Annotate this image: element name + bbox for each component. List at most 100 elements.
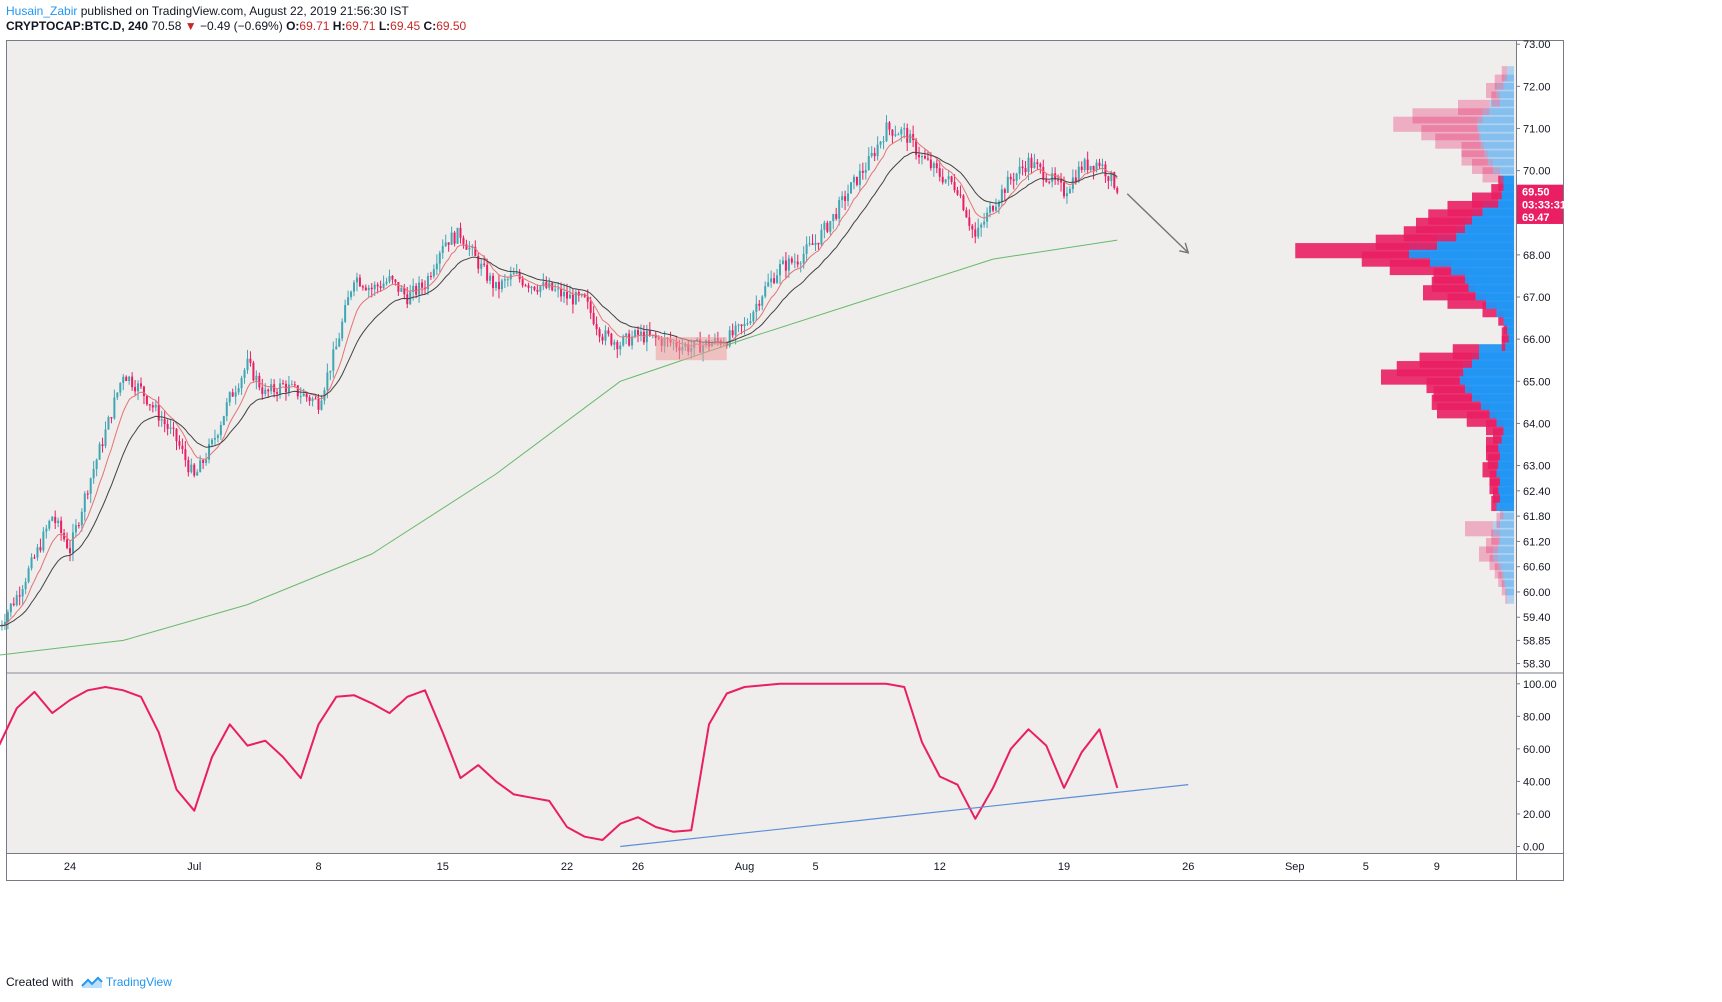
candle-body xyxy=(193,464,196,476)
oscillator-axis-label: 80.00 xyxy=(1523,711,1551,723)
candle-body xyxy=(264,389,267,395)
candle-body xyxy=(208,444,211,460)
author-link[interactable]: Husain_Zabir xyxy=(6,4,78,18)
candle-body xyxy=(196,472,199,476)
candle-body xyxy=(444,242,447,247)
volume-profile-buy-bar xyxy=(1505,335,1514,351)
candle-body xyxy=(80,511,83,526)
candle-body xyxy=(1057,179,1060,181)
candle-body xyxy=(63,533,66,540)
candle-body xyxy=(773,278,776,283)
candle-body xyxy=(817,242,820,245)
candle-body xyxy=(965,210,968,218)
candle-body xyxy=(1018,166,1021,174)
candle-body xyxy=(48,520,51,529)
volume-profile-buy-bar xyxy=(1503,74,1514,90)
candle-body xyxy=(169,427,172,429)
price-axis-label: 60.60 xyxy=(1523,562,1551,574)
open-value: 69.71 xyxy=(299,19,330,33)
candle-body xyxy=(903,128,906,130)
candle-body xyxy=(134,387,137,392)
candle-body xyxy=(1089,165,1092,171)
candle-body xyxy=(400,288,403,292)
candle-body xyxy=(761,296,764,306)
candle-body xyxy=(1015,173,1018,181)
volume-profile-sell-bar xyxy=(1487,453,1499,469)
ema-slow-line xyxy=(0,151,1118,627)
candle-body xyxy=(568,294,571,299)
candle-body xyxy=(397,281,400,292)
symbol-label[interactable]: CRYPTOCAP:BTC.D, 240 xyxy=(6,19,149,33)
created-with-text: Created with xyxy=(6,975,74,989)
support-box xyxy=(655,337,727,361)
candle-body xyxy=(296,385,299,397)
candle-body xyxy=(1009,176,1012,180)
candle-body xyxy=(926,158,929,160)
candle-body xyxy=(314,398,317,400)
long-ma-line xyxy=(0,239,1118,656)
candle-body xyxy=(560,288,563,297)
candle-body xyxy=(311,398,314,401)
candle-body xyxy=(468,247,471,250)
candle-body xyxy=(33,557,36,559)
candle-body xyxy=(66,539,69,549)
candle-body xyxy=(601,336,604,341)
candle-body xyxy=(935,163,938,169)
candle-body xyxy=(1092,165,1095,171)
candle-body xyxy=(326,372,329,391)
candle-body xyxy=(962,195,965,211)
oscillator-trendline xyxy=(620,784,1189,848)
candle-body xyxy=(9,603,12,613)
candle-body xyxy=(447,242,450,245)
tradingview-brand[interactable]: TradingView xyxy=(105,975,172,989)
oscillator-axis-label: 100.00 xyxy=(1523,679,1557,691)
time-axis-label: 26 xyxy=(632,861,644,873)
candle-body xyxy=(764,286,767,297)
candle-body xyxy=(944,179,947,183)
candle-body xyxy=(483,263,486,265)
candle-body xyxy=(308,397,311,401)
candle-body xyxy=(861,170,864,173)
volume-profile-sell-bar xyxy=(1501,327,1509,343)
candle-body xyxy=(802,253,805,264)
candle-body xyxy=(1095,162,1098,171)
candle-body xyxy=(598,329,601,337)
ema-fast-line xyxy=(0,135,1118,627)
candle-body xyxy=(577,291,580,296)
volume-profile-sell-bar xyxy=(1479,546,1493,562)
candle-body xyxy=(923,156,926,159)
candle-body xyxy=(506,279,509,281)
candle-body xyxy=(619,345,622,350)
candle-body xyxy=(282,383,284,385)
candle-body xyxy=(1039,164,1042,168)
candle-body xyxy=(418,282,421,295)
candle-body xyxy=(888,122,891,130)
candle-body xyxy=(897,134,900,136)
candle-body xyxy=(554,289,557,291)
candle-body xyxy=(847,193,850,201)
candle-body xyxy=(249,358,252,363)
oscillator-axis-label: 60.00 xyxy=(1523,744,1551,756)
volume-profile-sell-bar xyxy=(1491,91,1500,107)
candle-body xyxy=(870,152,873,156)
oscillator-line xyxy=(0,682,1119,841)
candle-body xyxy=(779,264,781,276)
candle-body xyxy=(261,387,264,395)
candle-body xyxy=(125,376,128,382)
volume-profile-buy-bar xyxy=(1477,116,1514,132)
candle-body xyxy=(373,284,376,290)
candle-body xyxy=(317,398,320,410)
candle-body xyxy=(459,227,462,238)
candle-body xyxy=(566,291,568,299)
candle-body xyxy=(539,286,542,292)
volume-profile-sell-bar xyxy=(1489,554,1499,571)
candle-body xyxy=(367,287,370,291)
candle-body xyxy=(122,376,125,383)
candle-body xyxy=(654,334,657,338)
volume-profile-buy-bar xyxy=(1507,318,1514,335)
candle-body xyxy=(486,264,489,281)
volume-profile-sell-bar xyxy=(1489,470,1500,486)
candle-body xyxy=(740,324,743,327)
volume-profile-sell-bar xyxy=(1498,175,1504,191)
